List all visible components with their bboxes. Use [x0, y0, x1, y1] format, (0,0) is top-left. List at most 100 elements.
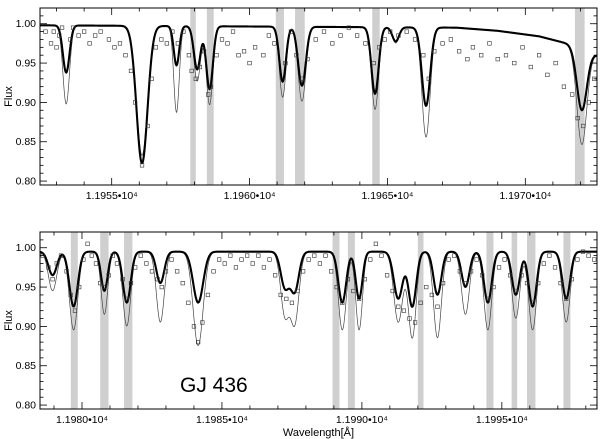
- data-point: [401, 308, 406, 313]
- data-point: [205, 292, 211, 298]
- data-point: [457, 49, 462, 54]
- data-point: [586, 253, 591, 258]
- data-point: [191, 324, 197, 329]
- data-point: [345, 277, 350, 282]
- data-point: [123, 53, 128, 58]
- data-point: [321, 29, 327, 34]
- data-point: [340, 300, 345, 305]
- data-point: [197, 64, 203, 70]
- data-point: [306, 257, 311, 262]
- data-point: [89, 253, 94, 258]
- shaded-band: [372, 8, 380, 185]
- x-tick-label: 1.1995•10⁴: [476, 414, 528, 426]
- shaded-band: [275, 8, 285, 185]
- shaded-band: [70, 232, 78, 409]
- data-point: [266, 33, 271, 38]
- data-point: [59, 25, 65, 30]
- data-point: [110, 253, 115, 258]
- data-point: [379, 253, 384, 258]
- data-point: [230, 29, 236, 34]
- data-point: [547, 253, 552, 258]
- data-point: [200, 320, 205, 325]
- data-point: [54, 45, 59, 50]
- data-point: [404, 29, 409, 34]
- data-point: [155, 277, 160, 282]
- data-point: [503, 53, 509, 58]
- plot-area: [40, 8, 597, 185]
- data-point: [128, 281, 134, 286]
- data-point: [313, 37, 318, 42]
- thin-model-line: [40, 24, 597, 156]
- data-point: [552, 265, 558, 270]
- data-point: [145, 123, 150, 129]
- plot-frame: [39, 7, 598, 186]
- data-point: [219, 37, 225, 42]
- data-point: [233, 265, 239, 270]
- data-point: [98, 29, 103, 34]
- data-point: [581, 123, 586, 129]
- data-point: [575, 257, 580, 262]
- data-point: [474, 257, 479, 262]
- data-point: [144, 261, 149, 266]
- data-point: [57, 33, 62, 38]
- data-point: [301, 269, 306, 274]
- data-point: [87, 41, 92, 46]
- data-point: [553, 60, 558, 66]
- data-point: [487, 41, 492, 46]
- data-point: [201, 49, 207, 54]
- data-point: [362, 277, 367, 282]
- data-point: [448, 37, 453, 42]
- data-point: [561, 84, 567, 89]
- data-point: [114, 261, 120, 266]
- data-point: [106, 37, 112, 42]
- data-point: [273, 273, 278, 278]
- data-point: [58, 253, 64, 258]
- x-tick-label: 1.1970•10⁴: [499, 190, 551, 202]
- data-point: [465, 57, 470, 62]
- data-point: [272, 41, 277, 46]
- data-point: [294, 53, 299, 58]
- data-point: [536, 281, 541, 286]
- data-point: [317, 261, 323, 266]
- data-point: [424, 284, 429, 290]
- y-tick-label: 1.00: [16, 18, 37, 30]
- data-point: [159, 37, 164, 42]
- data-point: [68, 292, 73, 298]
- data-point: [463, 281, 468, 286]
- data-point: [368, 257, 373, 262]
- y-tick-label: 0.95: [16, 282, 37, 294]
- data-point: [112, 45, 117, 50]
- data-point: [570, 92, 575, 97]
- data-point: [70, 25, 76, 30]
- data-point: [289, 300, 295, 305]
- data-point: [217, 257, 222, 262]
- data-point: [124, 296, 129, 301]
- data-point: [193, 76, 198, 81]
- data-point: [170, 29, 175, 34]
- data-point: [479, 53, 484, 58]
- data-point: [421, 53, 426, 58]
- data-point: [81, 257, 86, 262]
- data-point: [382, 37, 387, 42]
- y-tick-label: 0.95: [16, 58, 37, 70]
- data-point: [513, 288, 518, 294]
- plot-frame: [39, 231, 598, 410]
- x-axis-label: Wavelength[Å]: [283, 426, 354, 439]
- data-point: [206, 92, 211, 97]
- data-point: [72, 308, 78, 313]
- y-axis-label: Flux: [3, 310, 15, 331]
- data-point: [580, 249, 586, 254]
- data-point: [267, 257, 272, 262]
- shaded-band: [295, 8, 305, 185]
- shaded-band: [527, 232, 536, 409]
- data-point: [102, 284, 107, 290]
- data-point: [440, 281, 446, 286]
- data-point: [139, 163, 145, 168]
- data-point: [396, 304, 401, 309]
- y-tick-label: 0.80: [16, 400, 37, 412]
- data-point: [564, 296, 569, 301]
- data-point: [295, 288, 300, 294]
- data-point: [186, 300, 191, 305]
- data-point: [418, 300, 423, 305]
- data-point: [133, 265, 138, 270]
